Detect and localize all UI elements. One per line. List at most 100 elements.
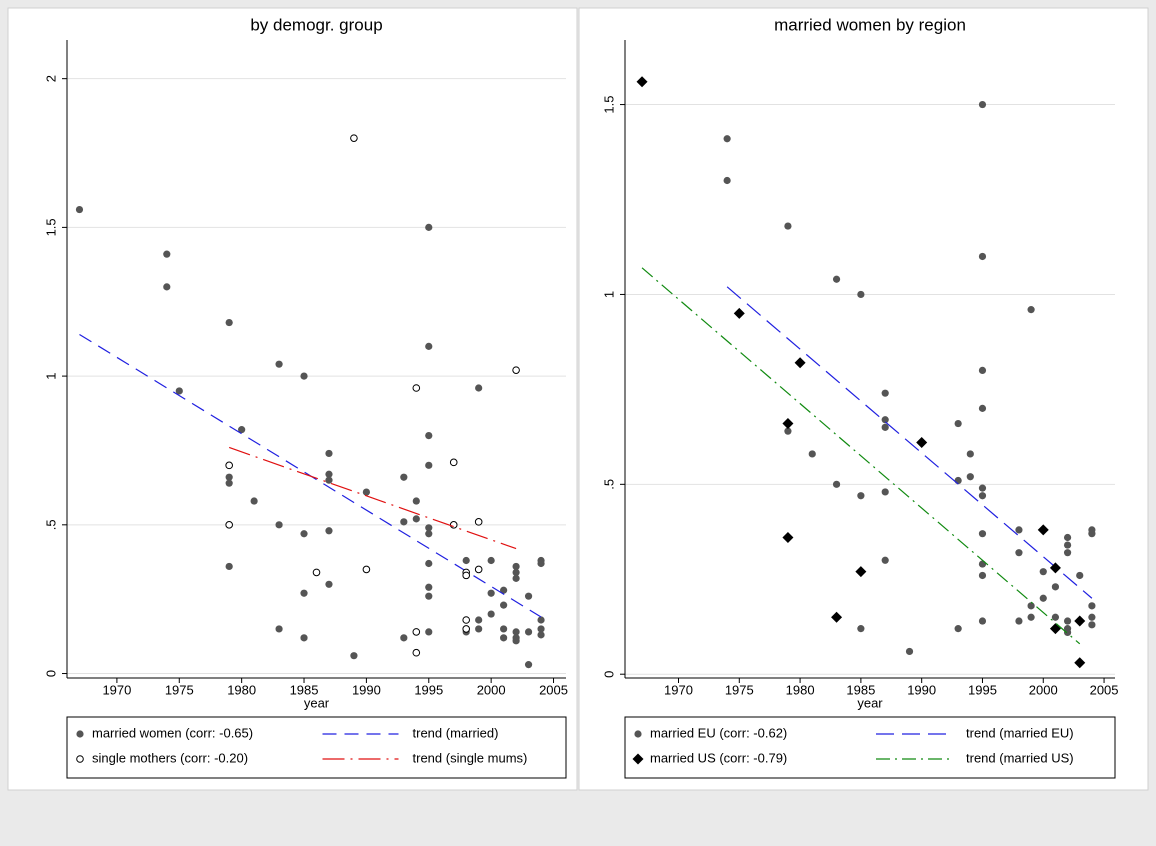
point <box>487 589 495 597</box>
point <box>325 476 333 484</box>
point <box>1049 562 1061 574</box>
point <box>1027 602 1035 610</box>
x-tick-label: 1970 <box>664 682 693 697</box>
point <box>462 616 471 624</box>
point <box>163 283 171 291</box>
point <box>500 625 508 633</box>
point <box>978 560 987 568</box>
point <box>857 492 865 500</box>
point <box>524 628 533 636</box>
legend-key <box>634 730 642 738</box>
point <box>1088 621 1096 629</box>
point <box>978 492 987 500</box>
point <box>425 431 433 440</box>
x-tick-label: 2000 <box>1029 682 1058 697</box>
point <box>512 366 520 374</box>
point <box>425 223 433 231</box>
point <box>362 488 370 496</box>
point <box>808 450 816 458</box>
x-tick-label: 1980 <box>227 682 256 697</box>
point <box>978 571 987 580</box>
point <box>425 592 433 600</box>
legend-label: trend (single mums) <box>413 750 528 765</box>
chart-title: by demogr. group <box>250 15 382 34</box>
point <box>412 515 420 523</box>
trend-line <box>228 446 517 550</box>
point <box>325 580 333 588</box>
point <box>400 634 408 642</box>
point <box>733 307 745 319</box>
point <box>225 318 233 327</box>
point <box>881 556 889 564</box>
point <box>512 628 520 636</box>
legend <box>66 716 567 779</box>
point <box>300 634 308 642</box>
point <box>512 637 520 645</box>
point <box>966 450 974 458</box>
point <box>1037 524 1049 536</box>
point <box>954 476 962 485</box>
point <box>487 610 495 618</box>
y-tick-label: .5 <box>43 519 58 530</box>
point <box>782 531 794 543</box>
x-tick-label: 2000 <box>477 682 506 697</box>
point <box>500 586 508 594</box>
point <box>225 562 233 571</box>
point <box>400 518 408 526</box>
legend <box>624 716 1116 779</box>
legend-label: trend (married) <box>413 725 499 740</box>
point <box>954 419 962 428</box>
legend-label: married women (corr: -0.65) <box>92 725 253 740</box>
y-tick-label: .5 <box>601 479 616 490</box>
point <box>916 437 928 449</box>
point <box>325 449 333 458</box>
point <box>462 571 471 580</box>
legend-key <box>76 730 84 738</box>
point <box>275 360 283 368</box>
legend-key <box>76 755 84 763</box>
x-tick-label: 2005 <box>539 682 568 697</box>
point <box>1015 617 1023 625</box>
point <box>832 480 841 488</box>
point <box>425 342 433 350</box>
point <box>362 565 371 574</box>
y-tick-label: 1 <box>601 291 616 298</box>
point <box>412 628 421 636</box>
point <box>412 648 421 657</box>
x-tick-label: 1975 <box>725 682 754 697</box>
point <box>1088 602 1096 610</box>
point <box>978 530 987 538</box>
legend-label: single mothers (corr: -0.20) <box>92 750 248 765</box>
point <box>782 418 794 430</box>
plot-area <box>67 40 566 678</box>
x-tick-label: 1980 <box>786 682 815 697</box>
point <box>1027 613 1035 621</box>
point <box>1051 583 1060 591</box>
point <box>225 461 233 470</box>
point <box>1076 571 1084 580</box>
x-tick-label: 1975 <box>165 682 194 697</box>
trend-line <box>641 267 1081 645</box>
point <box>1039 568 1047 576</box>
point <box>978 617 987 625</box>
point <box>832 275 841 283</box>
point <box>881 488 889 496</box>
point <box>857 625 865 633</box>
point <box>524 661 533 669</box>
x-tick-label: 1990 <box>907 682 936 697</box>
point <box>400 473 408 481</box>
point <box>462 625 471 633</box>
point <box>537 616 545 624</box>
point <box>500 634 508 642</box>
point <box>275 625 283 633</box>
point <box>325 527 333 535</box>
point <box>1063 628 1072 637</box>
plot-area <box>625 40 1115 678</box>
point <box>350 134 358 142</box>
point <box>723 176 731 185</box>
point <box>1074 615 1086 627</box>
point <box>475 616 483 624</box>
point <box>1063 541 1072 549</box>
point <box>225 473 233 481</box>
x-tick-label: 1985 <box>290 682 319 697</box>
